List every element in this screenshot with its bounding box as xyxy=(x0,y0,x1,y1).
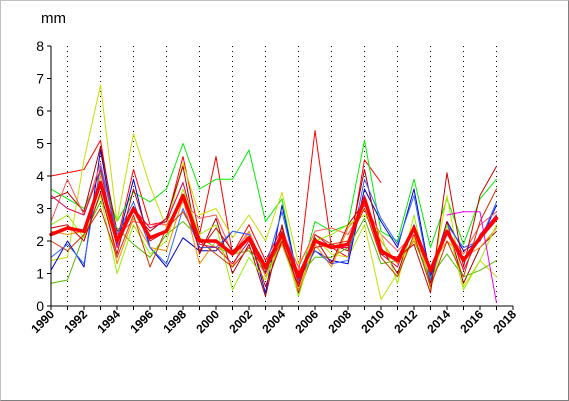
x-tick-label-1998: 1998 xyxy=(160,307,189,336)
x-tick-label-1994: 1994 xyxy=(94,307,123,336)
x-tick-label-2006: 2006 xyxy=(292,307,321,336)
y-unit-label: mm xyxy=(41,10,66,27)
y-tick-label-2: 2 xyxy=(36,233,44,249)
x-tick-label-1990: 1990 xyxy=(28,307,57,336)
x-tick-label-1992: 1992 xyxy=(61,307,90,336)
y-tick-label-8: 8 xyxy=(36,38,44,54)
y-tick-label-7: 7 xyxy=(36,71,44,87)
x-tick-label-2004: 2004 xyxy=(259,307,288,336)
x-tick-label-2018: 2018 xyxy=(490,307,519,336)
series-line-9 xyxy=(50,165,497,281)
x-tick-label-2016: 2016 xyxy=(457,307,486,336)
series-line-12 xyxy=(50,188,497,287)
x-tick-label-2002: 2002 xyxy=(226,307,255,336)
y-tick-label-0: 0 xyxy=(36,298,44,314)
y-tick-label-1: 1 xyxy=(36,266,44,282)
y-tick-label-4: 4 xyxy=(36,168,44,184)
y-tick-label-5: 5 xyxy=(36,136,44,152)
x-tick-label-2008: 2008 xyxy=(325,307,354,336)
series-line-2 xyxy=(50,139,497,284)
x-tick-label-1996: 1996 xyxy=(127,307,156,336)
highlight-mean-line xyxy=(49,180,499,279)
x-tick-label-2012: 2012 xyxy=(391,307,420,336)
x-tick-label-2014: 2014 xyxy=(424,307,453,336)
series-line-13 xyxy=(446,211,497,304)
y-tick-label-6: 6 xyxy=(36,103,44,119)
x-tick-label-2010: 2010 xyxy=(358,307,387,336)
y-tick-label-3: 3 xyxy=(36,201,44,217)
x-tick-label-2000: 2000 xyxy=(193,307,222,336)
